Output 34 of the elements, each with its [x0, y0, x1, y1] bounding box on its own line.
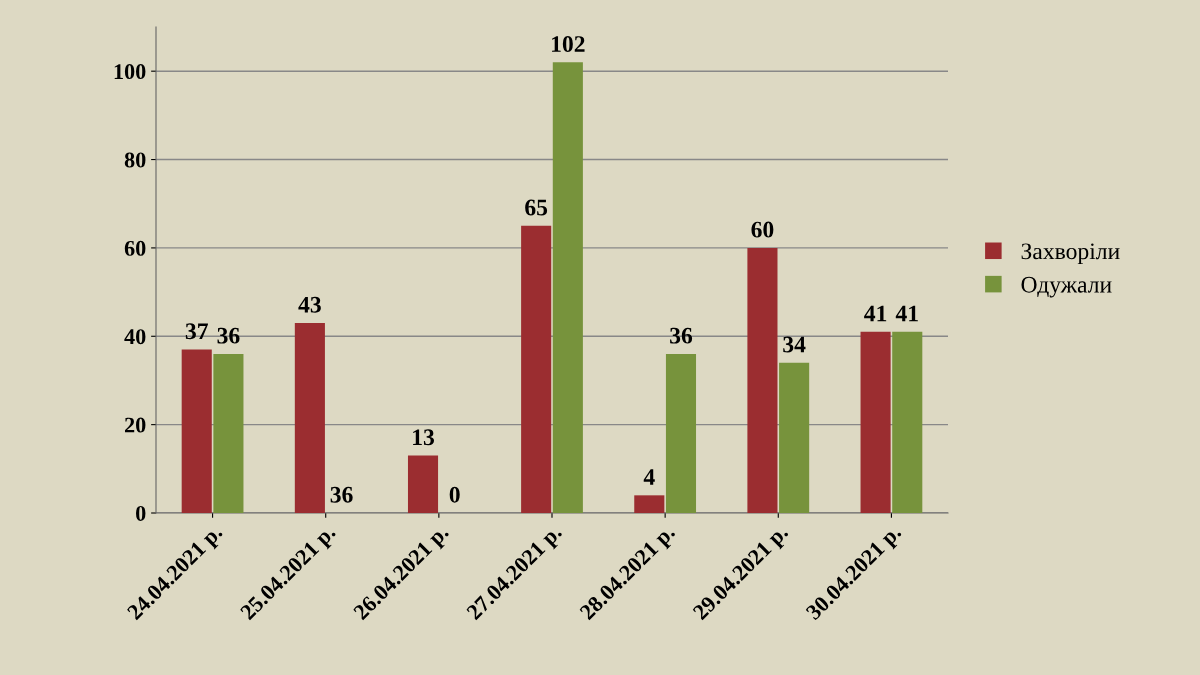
- data-label: 43: [298, 296, 321, 313]
- y-tick-label: 40: [124, 329, 146, 345]
- bar: [779, 362, 810, 513]
- bar: [860, 331, 891, 513]
- data-label: 41: [864, 305, 887, 322]
- data-label: 36: [217, 327, 240, 344]
- data-label: 34: [783, 336, 806, 353]
- data-label: 102: [552, 36, 585, 52]
- y-tick-label: 0: [136, 505, 146, 521]
- legend-label: Одужали: [1021, 276, 1112, 298]
- annotation: 36: [330, 486, 353, 503]
- bar: [407, 455, 439, 513]
- bar: [665, 353, 697, 513]
- y-tick-label: 20: [124, 417, 146, 433]
- data-label: 60: [751, 221, 774, 238]
- data-label: 37: [185, 323, 208, 340]
- bar: [181, 349, 212, 513]
- legend-label: Захворіли: [1021, 243, 1120, 265]
- data-label: 65: [525, 199, 548, 216]
- bar: [213, 353, 244, 513]
- y-tick-label: 80: [124, 152, 146, 168]
- bar: [634, 495, 665, 513]
- y-tick-label: 100: [114, 64, 146, 80]
- data-label: 41: [895, 305, 918, 322]
- bar: [747, 247, 778, 513]
- data-label: 4: [643, 469, 655, 485]
- bar: [294, 323, 325, 513]
- bar: [892, 331, 923, 513]
- data-label: 36: [670, 327, 693, 344]
- data-label: 13: [413, 429, 435, 446]
- bar: [552, 62, 583, 513]
- data-label: 0: [449, 486, 460, 503]
- y-tick-label: 60: [124, 240, 146, 256]
- bar: [521, 225, 552, 513]
